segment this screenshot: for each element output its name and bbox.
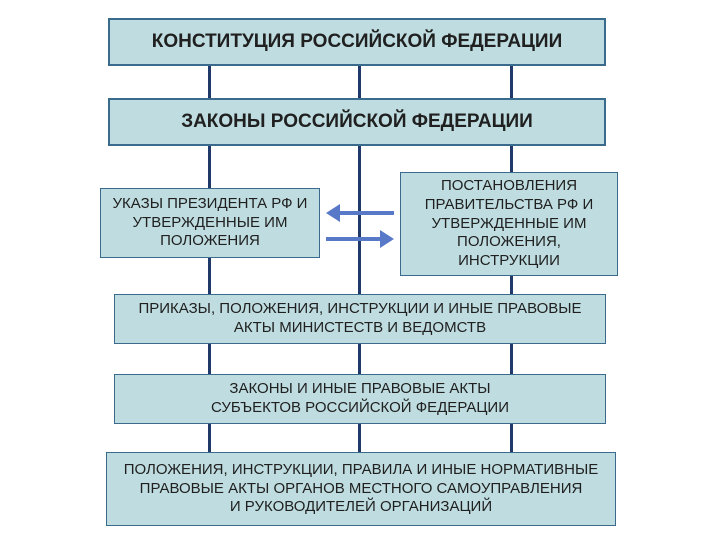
vline-center-seg-2 (358, 344, 361, 374)
vline-left-seg-0 (208, 66, 211, 98)
vline-right-seg-2 (510, 276, 513, 294)
box-government: ПОСТАНОВЛЕНИЯ ПРАВИТЕЛЬСТВА РФ И УТВЕРЖД… (400, 172, 618, 276)
vline-left-seg-3 (208, 344, 211, 374)
vline-right-seg-3 (510, 344, 513, 374)
vline-left-seg-4 (208, 424, 211, 452)
arrow-left (326, 204, 394, 222)
vline-right-seg-4 (510, 424, 513, 452)
vline-left-seg-1 (208, 146, 211, 188)
box-constitution: КОНСТИТУЦИЯ РОССИЙСКОЙ ФЕДЕРАЦИИ (108, 18, 606, 66)
vline-right-seg-1 (510, 146, 513, 172)
box-subjects: ЗАКОНЫ И ИНЫЕ ПРАВОВЫЕ АКТЫ СУБЪЕКТОВ РО… (114, 374, 606, 424)
vline-left-seg-2 (208, 258, 211, 294)
box-laws-rf: ЗАКОНЫ РОССИЙСКОЙ ФЕДЕРАЦИИ (108, 98, 606, 146)
vline-center-seg-0 (358, 66, 361, 98)
box-president: УКАЗЫ ПРЕЗИДЕНТА РФ И УТВЕРЖДЕННЫЕ ИМ ПО… (100, 188, 320, 258)
hierarchy-diagram: КОНСТИТУЦИЯ РОССИЙСКОЙ ФЕДЕРАЦИИ ЗАКОНЫ Р… (0, 0, 720, 540)
vline-right-seg-0 (510, 66, 513, 98)
arrow-right (326, 230, 394, 248)
box-ministries: ПРИКАЗЫ, ПОЛОЖЕНИЯ, ИНСТРУКЦИИ И ИНЫЕ ПР… (114, 294, 606, 344)
vline-center-seg-3 (358, 424, 361, 452)
box-local: ПОЛОЖЕНИЯ, ИНСТРУКЦИИ, ПРАВИЛА И ИНЫЕ НО… (106, 452, 616, 526)
